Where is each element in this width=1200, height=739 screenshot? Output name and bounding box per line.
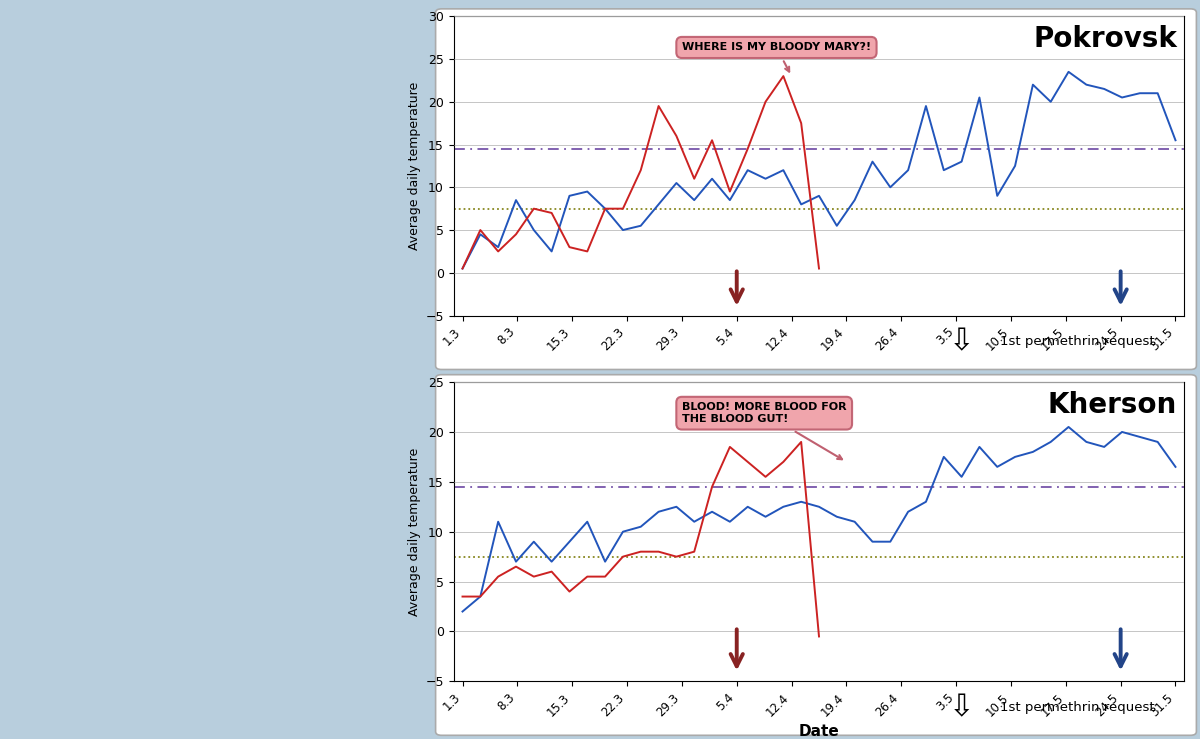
Text: WHERE IS MY BLOODY MARY?!: WHERE IS MY BLOODY MARY?! — [682, 42, 871, 72]
Text: 1st permethrin request: 1st permethrin request — [1001, 336, 1156, 348]
Text: Kherson: Kherson — [1048, 391, 1177, 419]
Text: BLOOD! MORE BLOOD FOR
THE BLOOD GUT!: BLOOD! MORE BLOOD FOR THE BLOOD GUT! — [682, 402, 846, 459]
Text: ⬇: ⬇ — [949, 693, 974, 722]
Y-axis label: Average daily temperature: Average daily temperature — [408, 448, 421, 616]
X-axis label: Date: Date — [799, 724, 839, 739]
Y-axis label: Average daily temperature: Average daily temperature — [408, 82, 421, 250]
Text: Pokrovsk: Pokrovsk — [1033, 25, 1177, 53]
Text: ⇩: ⇩ — [949, 693, 974, 722]
Legend: 2023, 2024, Ticks awake, Ticks molt and feed: 2023, 2024, Ticks awake, Ticks molt and … — [475, 399, 971, 423]
Text: ⬇: ⬇ — [949, 327, 974, 356]
Text: 1st permethrin request: 1st permethrin request — [1001, 701, 1156, 714]
Text: ⇩: ⇩ — [949, 327, 974, 356]
